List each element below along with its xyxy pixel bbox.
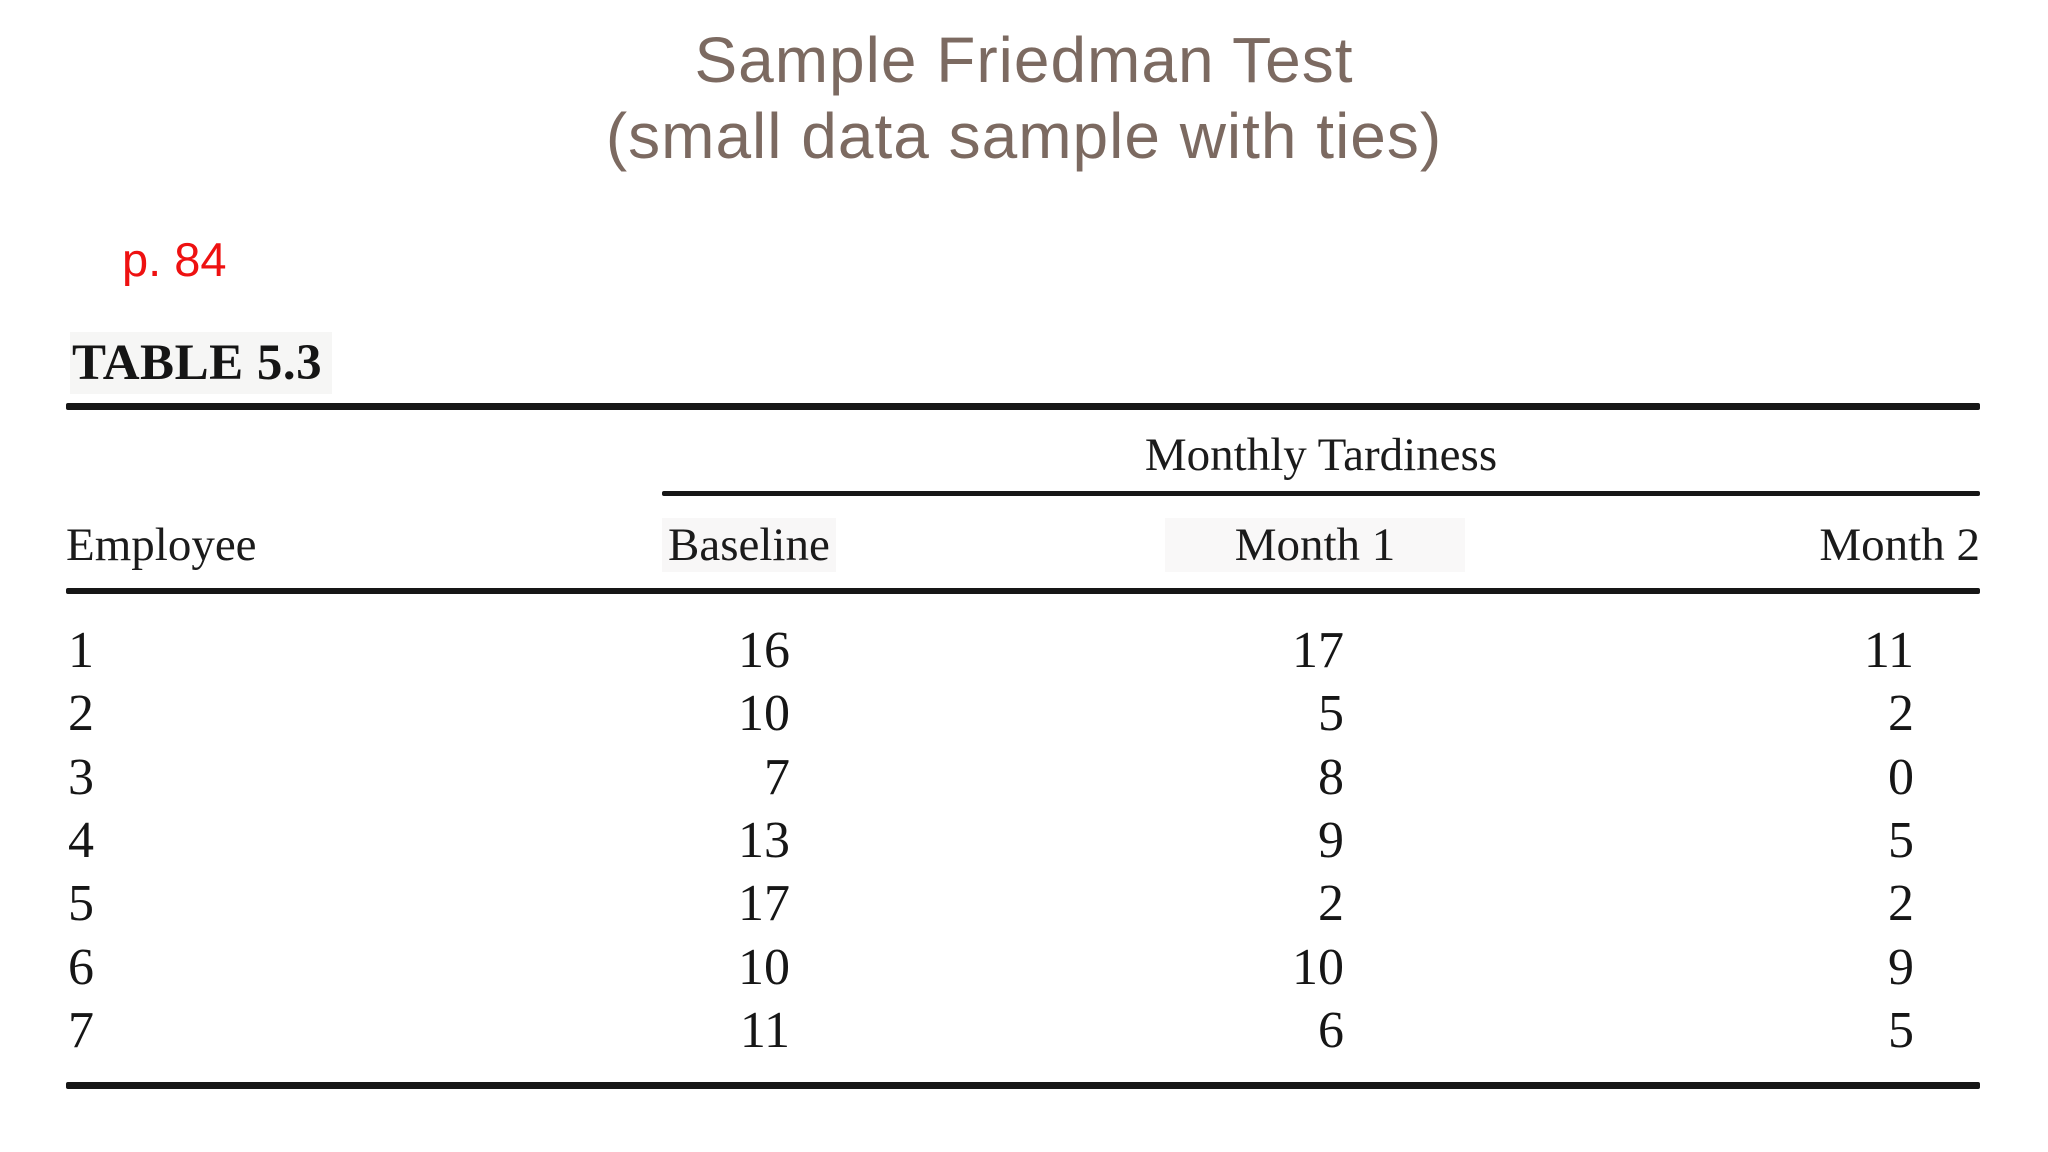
page-reference: p. 84	[122, 233, 227, 286]
month1-cell: 5	[1318, 685, 1344, 742]
month1-cell: 17	[1292, 622, 1344, 679]
baseline-cell: 11	[739, 1002, 790, 1059]
table-row: 1 16 17 11	[66, 622, 1980, 680]
month2-cell: 0	[1888, 749, 1914, 806]
month2-cell: 5	[1888, 812, 1914, 869]
baseline-cell: 16	[738, 622, 790, 679]
baseline-cell: 17	[738, 875, 790, 932]
employee-cell: 7	[68, 1002, 94, 1059]
baseline-cell: 10	[738, 939, 790, 996]
spanner-header-monthly-tardiness: Monthly Tardiness	[1144, 429, 1498, 481]
table-row: 3 7 8 0	[66, 749, 1980, 807]
employee-cell: 2	[68, 685, 94, 742]
month1-cell: 6	[1318, 1002, 1344, 1059]
employee-cell: 3	[68, 749, 94, 806]
employee-cell: 1	[68, 622, 94, 679]
slide-title: Sample Friedman Test (small data sample …	[0, 22, 2048, 174]
baseline-cell: 13	[738, 812, 790, 869]
column-header-month1: Month 1	[1165, 518, 1465, 572]
slide-title-line1: Sample Friedman Test	[694, 24, 1354, 96]
employee-cell: 5	[68, 875, 94, 932]
month1-cell: 8	[1318, 749, 1344, 806]
slide-title-line2: (small data sample with ties)	[605, 100, 1443, 172]
employee-cell: 6	[68, 939, 94, 996]
baseline-cell: 10	[738, 685, 790, 742]
table-top-rule	[66, 403, 1980, 410]
table-row: 2 10 5 2	[66, 685, 1980, 743]
table-row: 5 17 2 2	[66, 875, 1980, 933]
month2-cell: 9	[1888, 939, 1914, 996]
employee-cell: 4	[68, 812, 94, 869]
table-label: TABLE 5.3	[70, 332, 333, 394]
column-header-baseline: Baseline	[662, 518, 836, 572]
table-header-row: Employee Baseline Month 1 Month 2	[66, 518, 1980, 580]
month1-cell: 2	[1318, 875, 1344, 932]
table-body: 1 16 17 11 2 10 5 2 3 7 8 0 4 13 9 5 5 17 2 2 6 10 10 9 7 11 6 5	[66, 0, 1980, 1152]
table-row: 6 10 10 9	[66, 939, 1980, 997]
header-bottom-rule	[66, 588, 1980, 594]
month1-cell: 9	[1318, 812, 1344, 869]
baseline-cell: 7	[764, 749, 790, 806]
month2-cell: 11	[1863, 622, 1914, 679]
column-header-employee: Employee	[66, 519, 257, 571]
month2-cell: 2	[1888, 875, 1914, 932]
table-row: 7 11 6 5	[66, 1002, 1980, 1060]
month2-cell: 5	[1888, 1002, 1914, 1059]
month1-cell: 10	[1292, 939, 1344, 996]
month2-cell: 2	[1888, 685, 1914, 742]
table-row: 4 13 9 5	[66, 812, 1980, 870]
column-header-month2: Month 2	[1819, 519, 1980, 571]
spanner-underline-rule	[662, 491, 1980, 496]
table-bottom-rule	[66, 1082, 1980, 1089]
